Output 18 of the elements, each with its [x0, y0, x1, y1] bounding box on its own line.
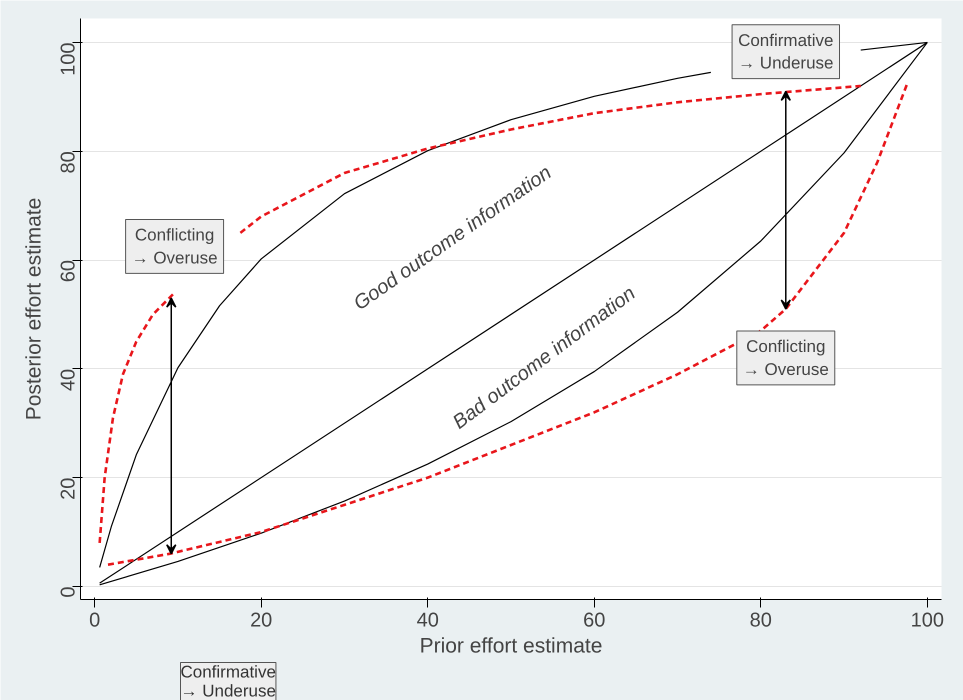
x-tick-label: 0 [89, 610, 100, 632]
y-tick-label: 0 [58, 586, 80, 598]
x-tick-label: 80 [750, 610, 772, 632]
y-tick-label: 60 [58, 260, 80, 282]
annotation: Conflicting → Overuse [132, 226, 218, 268]
y-tick-label: 40 [58, 368, 80, 392]
x-tick-label: 20 [250, 610, 272, 632]
x-tick-label: 40 [416, 610, 439, 632]
x-tick-label: 60 [583, 610, 606, 632]
y-axis-title: Posterior effort estimate [22, 198, 46, 420]
annotation: Conflicting → Overuse [742, 337, 829, 379]
annotation: Confirmative → Underuse [738, 30, 834, 73]
x-tick-label: 100 [910, 610, 944, 632]
y-tick-label: 80 [58, 151, 80, 174]
y-tick-label: 20 [58, 478, 80, 500]
y-tick-label: 100 [58, 42, 80, 76]
x-axis-title: Prior effort estimate [420, 634, 602, 658]
text: Confirmative → Underuse [180, 662, 276, 700]
